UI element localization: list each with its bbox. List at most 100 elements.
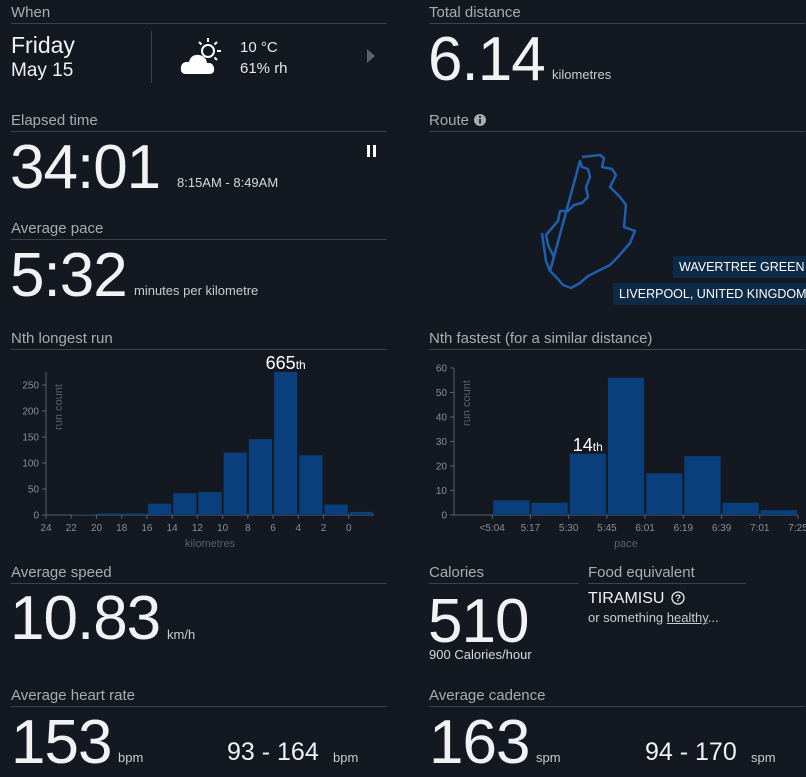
food-divider [588, 583, 746, 584]
elapsed-value: 34:01 [10, 133, 161, 202]
food-item-row: TIRAMISU ? [588, 590, 685, 610]
y-tick-label: 150 [22, 433, 39, 444]
food-alternative: or something healthy... [588, 610, 719, 625]
route-region-badge: LIVERPOOL, UNITED KINGDOM [613, 283, 806, 305]
bar[interactable] [274, 372, 298, 515]
rank-number: 665 [266, 353, 296, 373]
date-label: May 15 [11, 60, 74, 81]
highlight-rank-label: 14th [573, 435, 603, 455]
calories-rate: 900 Calories/hour [429, 647, 532, 662]
bar[interactable] [122, 513, 146, 515]
bar[interactable] [760, 510, 797, 515]
elapsed-title: Elapsed time [11, 112, 98, 129]
bar[interactable] [72, 514, 96, 515]
heart-rate-title: Average heart rate [11, 687, 135, 704]
y-tick-label: 0 [33, 511, 39, 522]
x-tick-label: 10 [217, 523, 229, 534]
route-title: Route [429, 112, 470, 129]
total-distance-value: 6.14 [428, 25, 546, 94]
nth-longest-divider [11, 349, 387, 350]
x-tick-label: 2 [321, 523, 327, 534]
bar[interactable] [607, 377, 645, 515]
bar[interactable] [198, 492, 222, 515]
calories-value: 510 [428, 587, 529, 656]
nth-fastest-divider [429, 349, 805, 350]
bar[interactable] [493, 500, 530, 515]
total-distance-title: Total distance [429, 4, 521, 21]
question-circle-icon[interactable]: ? [671, 591, 685, 610]
x-tick-label: 16 [141, 523, 153, 534]
cadence-range-unit: spm [751, 750, 776, 765]
rank-suffix: th [593, 440, 603, 454]
heart-rate-divider [11, 706, 387, 707]
heart-rate-range-unit: bpm [333, 750, 359, 765]
bar[interactable] [97, 513, 121, 515]
x-tick-label: 5:17 [521, 523, 541, 534]
y-tick-label: 10 [436, 486, 448, 497]
calories-rate-unit: Calories/hour [454, 647, 532, 662]
elapsed-divider [11, 131, 387, 132]
y-tick-label: 60 [436, 364, 448, 375]
heart-rate-unit: bpm [118, 750, 144, 765]
y-tick-label: 40 [436, 413, 448, 424]
x-tick-label: 22 [66, 523, 78, 534]
bar[interactable] [684, 456, 721, 515]
calories-rate-value: 900 [429, 647, 451, 662]
nth-fastest-title: Nth fastest (for a similar distance) [429, 330, 653, 347]
cadence-divider [429, 706, 805, 707]
x-tick-label: 4 [296, 523, 302, 534]
partly-cloudy-icon [178, 34, 228, 78]
cadence-title: Average cadence [429, 687, 546, 704]
x-tick-label: 8 [245, 523, 251, 534]
bar[interactable] [248, 439, 273, 515]
healthy-link[interactable]: healthy [666, 610, 708, 625]
bar[interactable] [569, 453, 606, 515]
cadence-value: 163 [429, 708, 530, 777]
highlight-rank-label: 665th [266, 353, 306, 373]
x-tick-label: 5:45 [597, 523, 617, 534]
nth-fastest-chart: 0 10 20 30 40 50 60 <5:04 5:17 5:30 5:45 6:01 6:19 6:… [436, 364, 806, 551]
pace-divider [11, 239, 387, 240]
bar[interactable] [147, 503, 172, 515]
x-tick-label: 5:30 [559, 523, 579, 534]
bar[interactable] [531, 502, 568, 515]
cadence-range: 94 - 170 [645, 738, 737, 766]
x-axis-title: pace [614, 538, 638, 550]
pace-title: Average pace [11, 220, 104, 237]
food-title: Food equivalent [588, 564, 695, 581]
x-tick-label: 7:01 [750, 523, 770, 534]
x-tick-label: 18 [116, 523, 128, 534]
x-tick-label: 6:01 [635, 523, 655, 534]
y-tick-label: 100 [22, 459, 39, 470]
bar[interactable] [223, 452, 247, 515]
y-tick-label: 250 [22, 381, 39, 392]
y-tick-label: 200 [22, 407, 39, 418]
bar[interactable] [173, 493, 197, 515]
calories-title: Calories [429, 564, 485, 581]
bar[interactable] [646, 473, 683, 515]
info-icon[interactable] [473, 113, 487, 127]
y-tick-label: 20 [436, 462, 448, 473]
y-tick-label: 30 [436, 437, 448, 448]
triangle-right-icon[interactable] [366, 48, 376, 64]
y-tick-label: 0 [441, 511, 447, 522]
bar[interactable] [299, 455, 323, 515]
y-axis-title: run count [53, 384, 65, 430]
bar[interactable] [722, 502, 759, 515]
speed-unit: km/h [167, 627, 196, 642]
pace-unit: minutes per kilometre [134, 283, 259, 298]
x-tick-label: 6:19 [674, 523, 694, 534]
bar[interactable] [324, 504, 348, 515]
heart-rate-range: 93 - 164 [227, 738, 319, 766]
heart-rate-value: 153 [11, 708, 112, 777]
x-tick-label: 14 [167, 523, 179, 534]
speed-divider [11, 583, 387, 584]
y-axis-title: run count [461, 380, 473, 426]
speed-title: Average speed [11, 564, 112, 581]
x-axis-title: kilometres [185, 538, 236, 550]
bar[interactable] [349, 511, 373, 515]
calories-divider [429, 583, 579, 584]
route-map[interactable] [530, 145, 645, 295]
speed-value: 10.83 [10, 584, 161, 653]
when-title: When [11, 4, 51, 21]
